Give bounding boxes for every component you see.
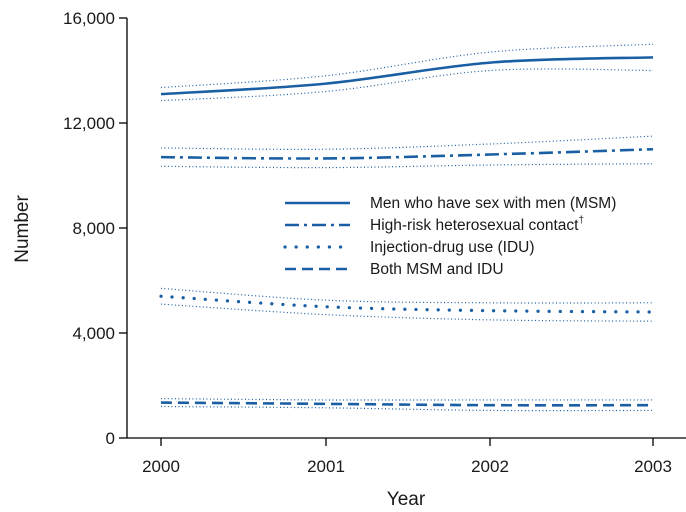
series-line <box>160 56 654 96</box>
confidence-bound-upper <box>160 287 654 304</box>
legend-entry: Injection-drug use (IDU) <box>370 239 535 256</box>
legend-entry: Both MSM and IDU <box>370 261 504 278</box>
series-layer <box>159 43 655 412</box>
confidence-bound-lower <box>160 405 654 412</box>
series-line <box>160 401 654 407</box>
series-1 <box>160 43 654 102</box>
series-2 <box>160 135 654 169</box>
legend-entry: Men who have sex with men (MSM) <box>370 195 616 212</box>
y-tick-label: 0 <box>106 429 115 448</box>
series-4 <box>160 398 654 412</box>
series-line <box>159 294 655 314</box>
legend-footnote-mark: † <box>579 215 585 226</box>
confidence-bound-upper <box>160 135 654 150</box>
y-tick-label: 12,000 <box>63 114 115 133</box>
axes: 0 4,000 8,000 12,000 16,000 2000 2001 2002 2003 <box>63 9 686 476</box>
x-axis-title: Year <box>387 489 426 510</box>
confidence-bound-upper <box>160 43 654 89</box>
confidence-bound-lower <box>160 163 654 169</box>
confidence-bound-upper <box>160 398 653 401</box>
x-tick-label: 2001 <box>307 457 345 476</box>
y-axis-title: Number <box>12 195 33 263</box>
legend-entry: High-risk heterosexual contact† <box>370 215 584 234</box>
series-line <box>160 147 654 160</box>
x-tick-label: 2000 <box>142 457 180 476</box>
x-tick-label: 2002 <box>471 457 509 476</box>
confidence-bound-lower <box>160 303 654 322</box>
series-3 <box>159 287 655 322</box>
y-tick-label: 16,000 <box>63 9 115 28</box>
x-tick-label: 2003 <box>634 457 672 476</box>
legend: Men who have sex with men (MSM) High-risk… <box>283 195 616 278</box>
y-tick-label: 4,000 <box>72 324 115 343</box>
y-tick-label: 8,000 <box>72 219 115 238</box>
